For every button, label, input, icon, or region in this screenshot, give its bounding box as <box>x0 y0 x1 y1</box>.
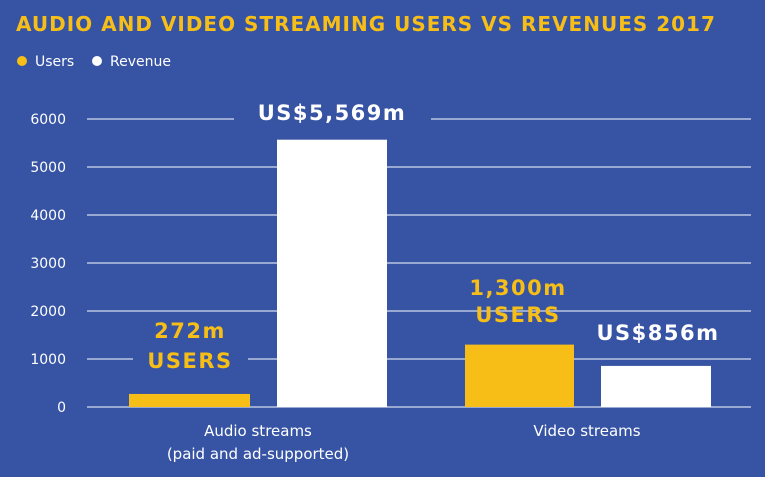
y-tick-label: 6000 <box>30 112 66 128</box>
legend-marker-revenue <box>92 56 102 66</box>
legend: Users Revenue <box>17 54 171 70</box>
data-label: USERS <box>147 349 232 373</box>
legend-marker-users <box>17 56 27 66</box>
y-tick-label: 4000 <box>30 208 66 224</box>
x-category-sublabel: (paid and ad-supported) <box>167 445 349 463</box>
y-axis: 0 1000 2000 3000 4000 5000 6000 <box>30 112 66 416</box>
data-labels: 272m USERS US$5,569m 1,300m USERS US$856m <box>147 101 719 373</box>
data-label: USERS <box>475 303 560 327</box>
y-tick-label: 0 <box>57 400 66 416</box>
legend-label-users: Users <box>35 54 74 70</box>
data-label: 272m <box>154 319 226 343</box>
bars <box>129 139 711 408</box>
bar-revenue-audio <box>277 139 387 408</box>
x-category-label: Video streams <box>533 422 640 440</box>
y-tick-label: 1000 <box>30 352 66 368</box>
bar-users-audio <box>129 393 250 407</box>
data-label: 1,300m <box>469 276 566 300</box>
x-axis: Audio streams (paid and ad-supported) Vide… <box>167 422 641 463</box>
y-tick-label: 2000 <box>30 304 66 320</box>
bar-users-video <box>465 344 574 407</box>
data-label: US$856m <box>596 321 719 345</box>
legend-label-revenue: Revenue <box>110 54 171 70</box>
y-tick-label: 5000 <box>30 160 66 176</box>
chart-title: AUDIO AND VIDEO STREAMING USERS VS REVEN… <box>16 12 716 36</box>
y-tick-label: 3000 <box>30 256 66 272</box>
x-category-label: Audio streams <box>204 422 312 440</box>
data-label: US$5,569m <box>258 101 407 125</box>
bar-revenue-video <box>601 365 711 407</box>
